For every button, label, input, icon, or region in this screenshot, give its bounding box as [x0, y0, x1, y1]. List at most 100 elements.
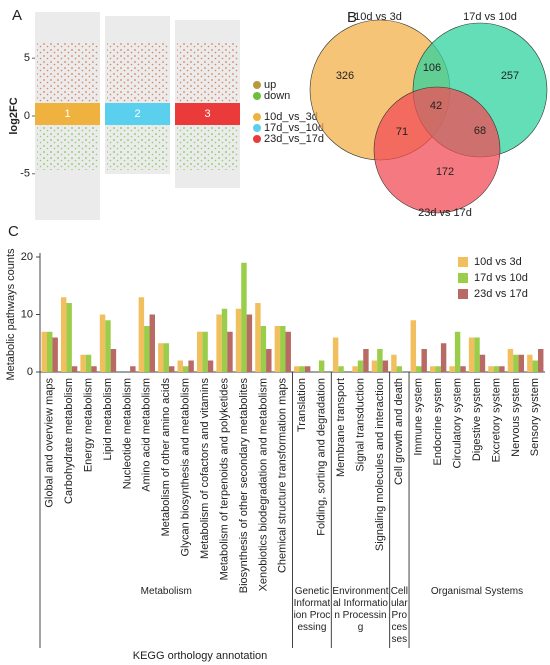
bar	[60, 297, 67, 372]
up-points	[37, 42, 98, 103]
legend-dot	[253, 135, 261, 143]
x-tick-label: Translation	[296, 378, 308, 432]
bar	[130, 366, 136, 372]
bar	[449, 366, 455, 372]
panel-label: B	[347, 9, 357, 26]
x-tick-label: Biosynthesis of other secondary metaboli…	[238, 378, 250, 594]
group-band	[175, 103, 240, 125]
bar	[246, 314, 253, 372]
x-tick-label: Energy metabolism	[82, 378, 94, 472]
bar	[357, 360, 364, 372]
bar	[285, 331, 291, 372]
bar	[280, 326, 286, 372]
group-label: Genetic Information Processing	[293, 586, 331, 633]
bar	[518, 354, 525, 372]
x-tick-label: Amino acid metabolism	[141, 378, 153, 492]
down-points	[177, 125, 238, 170]
x-tick-label: Xenobiotics biodegradation and metabolis…	[257, 378, 269, 591]
x-tick-label: Metabolism of terpenoids and polyketides	[218, 378, 230, 581]
bar	[255, 303, 261, 372]
bar	[138, 297, 145, 372]
bar	[149, 314, 155, 372]
bar	[527, 354, 533, 372]
group-label: Environmental Information Processing	[332, 586, 389, 633]
legend-label: down	[264, 90, 290, 102]
bar	[188, 360, 194, 372]
x-tick-label: Nervous system	[510, 378, 522, 457]
legend-label: 23d vs 17d	[474, 288, 528, 300]
y-tick-label: 10	[21, 308, 33, 320]
set-label: 10d vs 3d	[354, 11, 402, 23]
down-points	[37, 125, 98, 170]
bar	[158, 343, 164, 372]
x-tick-label: Cell growth and death	[393, 378, 405, 485]
legend-label: 10d_vs_3d	[264, 111, 318, 123]
bar	[538, 349, 544, 372]
x-tick-label: Lipid metabolism	[102, 378, 114, 461]
group-label-box: Environmental Information Processing	[332, 586, 389, 633]
legend-label: 23d_vs_17d	[264, 133, 324, 145]
y-tick-label: 0	[24, 110, 30, 122]
bar	[168, 366, 175, 372]
bar	[71, 366, 78, 372]
region-count: 257	[501, 70, 519, 82]
bar	[207, 360, 214, 372]
y-axis-title: Metabolic pathways counts	[5, 248, 17, 381]
set-label: 23d vs 17d	[418, 207, 472, 219]
bar	[196, 331, 203, 372]
group-label: Cellular Processes	[390, 586, 408, 645]
region-count: 106	[423, 62, 441, 74]
bar	[85, 354, 92, 372]
x-tick-label: Carbohydrate metabolism	[63, 378, 75, 504]
bar	[216, 314, 222, 372]
x-tick-label: Circulatory system	[452, 378, 464, 468]
y-tick-label: -5	[20, 168, 30, 180]
bar	[488, 366, 494, 372]
y-axis-title: log2FC	[8, 97, 20, 134]
bar	[52, 337, 58, 372]
bar	[371, 360, 378, 372]
group-label-box: Organismal Systems	[431, 586, 523, 597]
bar	[227, 331, 233, 372]
bar	[382, 360, 389, 372]
legend-swatch	[458, 289, 468, 299]
bar	[299, 366, 305, 372]
bar	[421, 349, 427, 372]
bar	[416, 366, 422, 372]
x-tick-label: Signal transduction	[354, 378, 366, 472]
bar	[507, 349, 514, 372]
y-tick-label: 20	[21, 251, 33, 263]
legend-dot	[253, 92, 261, 100]
up-points	[177, 42, 238, 103]
group-label-box: Genetic Information Processing	[293, 586, 331, 633]
bar	[163, 343, 169, 372]
x-tick-label: Global and overview maps	[44, 378, 56, 508]
bar	[41, 331, 47, 372]
legend-label: 17d vs 10d	[474, 272, 528, 284]
legend-label: up	[264, 79, 276, 91]
x-tick-label: Endocrine system	[432, 378, 444, 465]
set-label: 17d vs 10d	[463, 11, 517, 23]
bar	[396, 366, 403, 372]
group-band	[35, 103, 100, 125]
region-count: 42	[430, 100, 442, 112]
x-tick-label: Metabolism of other amino acids	[160, 378, 172, 537]
x-tick-label: Digestive system	[471, 378, 483, 461]
bar	[241, 262, 247, 372]
x-tick-label: Folding, sorting and degradation	[316, 378, 328, 536]
y-tick-label: 0	[27, 366, 33, 378]
band-label: 3	[204, 108, 210, 120]
bar	[46, 331, 53, 372]
x-tick-label: Nucleotide metabolism	[121, 378, 133, 489]
bar	[363, 349, 369, 372]
panel-label: A	[12, 7, 22, 24]
band-label: 2	[134, 108, 140, 120]
bar	[430, 366, 436, 372]
x-tick-label: Membrane transport	[335, 378, 347, 477]
bar	[474, 337, 480, 372]
bar	[304, 366, 311, 372]
x-tick-label: Sensory system	[529, 378, 541, 456]
bar	[332, 337, 339, 372]
region-count: 68	[474, 125, 486, 137]
legend-label: 17d_vs_10d	[264, 122, 324, 134]
